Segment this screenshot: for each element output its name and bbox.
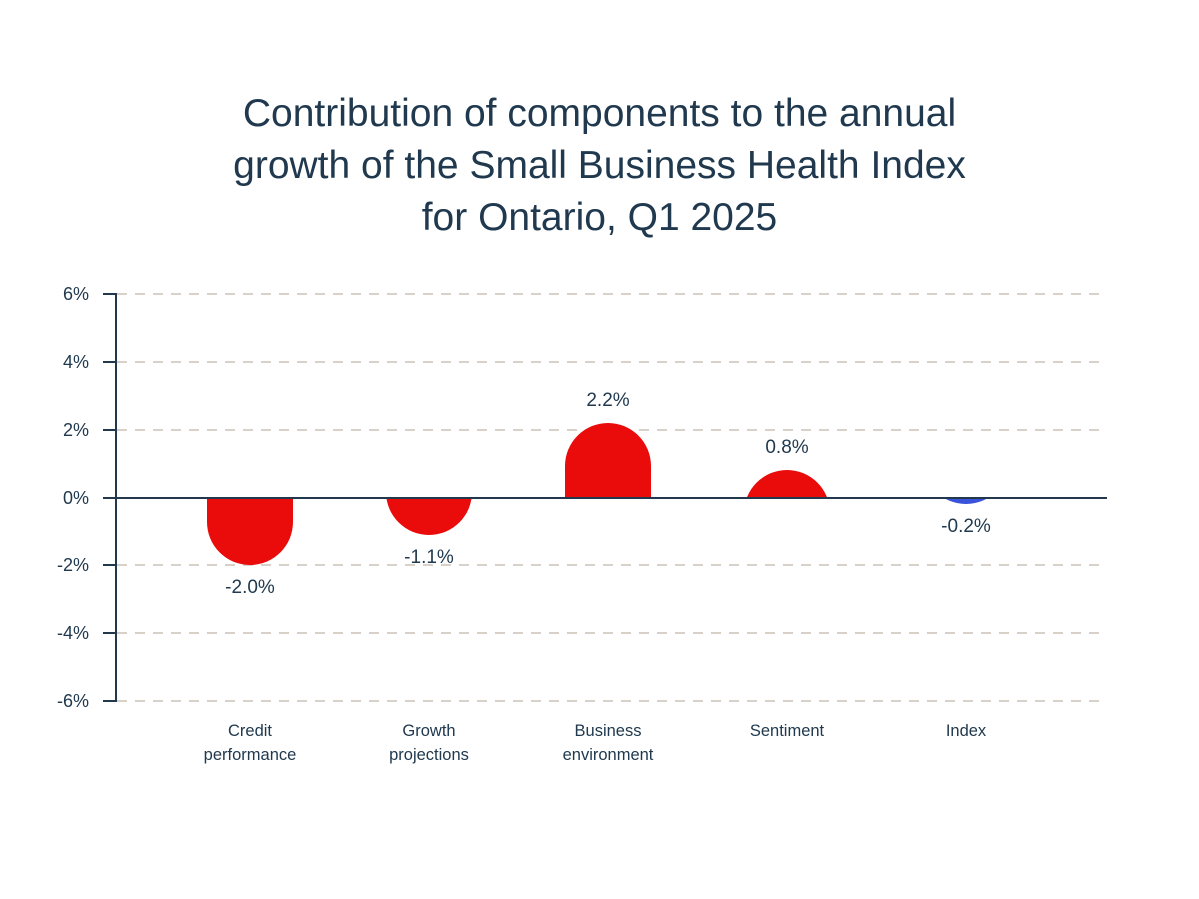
plot-area: 6% 4% 2% 0% -2% -4% -6% -2.0% Credit performance… [57,285,1107,764]
y-axis-tick [103,293,117,295]
bar-cap [386,497,472,535]
y-axis-tick [103,496,117,499]
y-axis-tick [103,564,117,567]
chart-title-line-1: Contribution of components to the annual [242,92,957,135]
bar [923,497,1009,505]
y-axis-tick [103,700,117,702]
bar-value-label: -2.0% [225,577,275,599]
bar [744,470,830,498]
bar [565,422,651,498]
bar-value-label: -0.2% [941,516,991,538]
bar [207,497,293,566]
gridline [117,632,1107,635]
y-axis-tick-label: 6% [62,284,89,304]
category-label: Growth projections [389,722,469,764]
gridline [117,700,1107,702]
y-axis-tick-label: -6% [56,691,89,711]
bar-value-label: 2.2% [586,389,630,411]
gridline [117,293,1107,295]
chart-title-line-3: for Ontario, Q1 2025 [421,196,778,239]
bar-cap [744,470,830,498]
category-label: Credit performance [203,722,297,764]
y-axis-tick [103,632,117,635]
y-axis-tick [103,428,117,431]
y-axis-tick-label: -2% [56,555,89,576]
y-axis-tick [103,360,117,363]
category-label: Sentiment [749,722,825,740]
gridline [117,360,1107,363]
chart-title-line-2: growth of the Small Business Health Inde… [233,144,966,187]
bar [386,497,472,535]
zero-axis-line [117,496,1107,499]
y-axis-tick-label: -4% [56,623,89,644]
category-label: Index [945,722,987,740]
category-label: Business environment [562,722,654,764]
bar-value-label: -1.1% [404,546,454,568]
y-axis-tick-label: 4% [62,351,89,372]
bar-cap [923,497,1009,505]
y-axis-tick-label: 2% [62,419,89,440]
bar-value-label: 0.8% [765,437,809,459]
gridline [117,564,1107,567]
y-axis-tick-label: 0% [62,487,89,508]
y-axis-line [115,293,117,702]
chart-title: Contribution of components to the annual… [0,88,1199,244]
